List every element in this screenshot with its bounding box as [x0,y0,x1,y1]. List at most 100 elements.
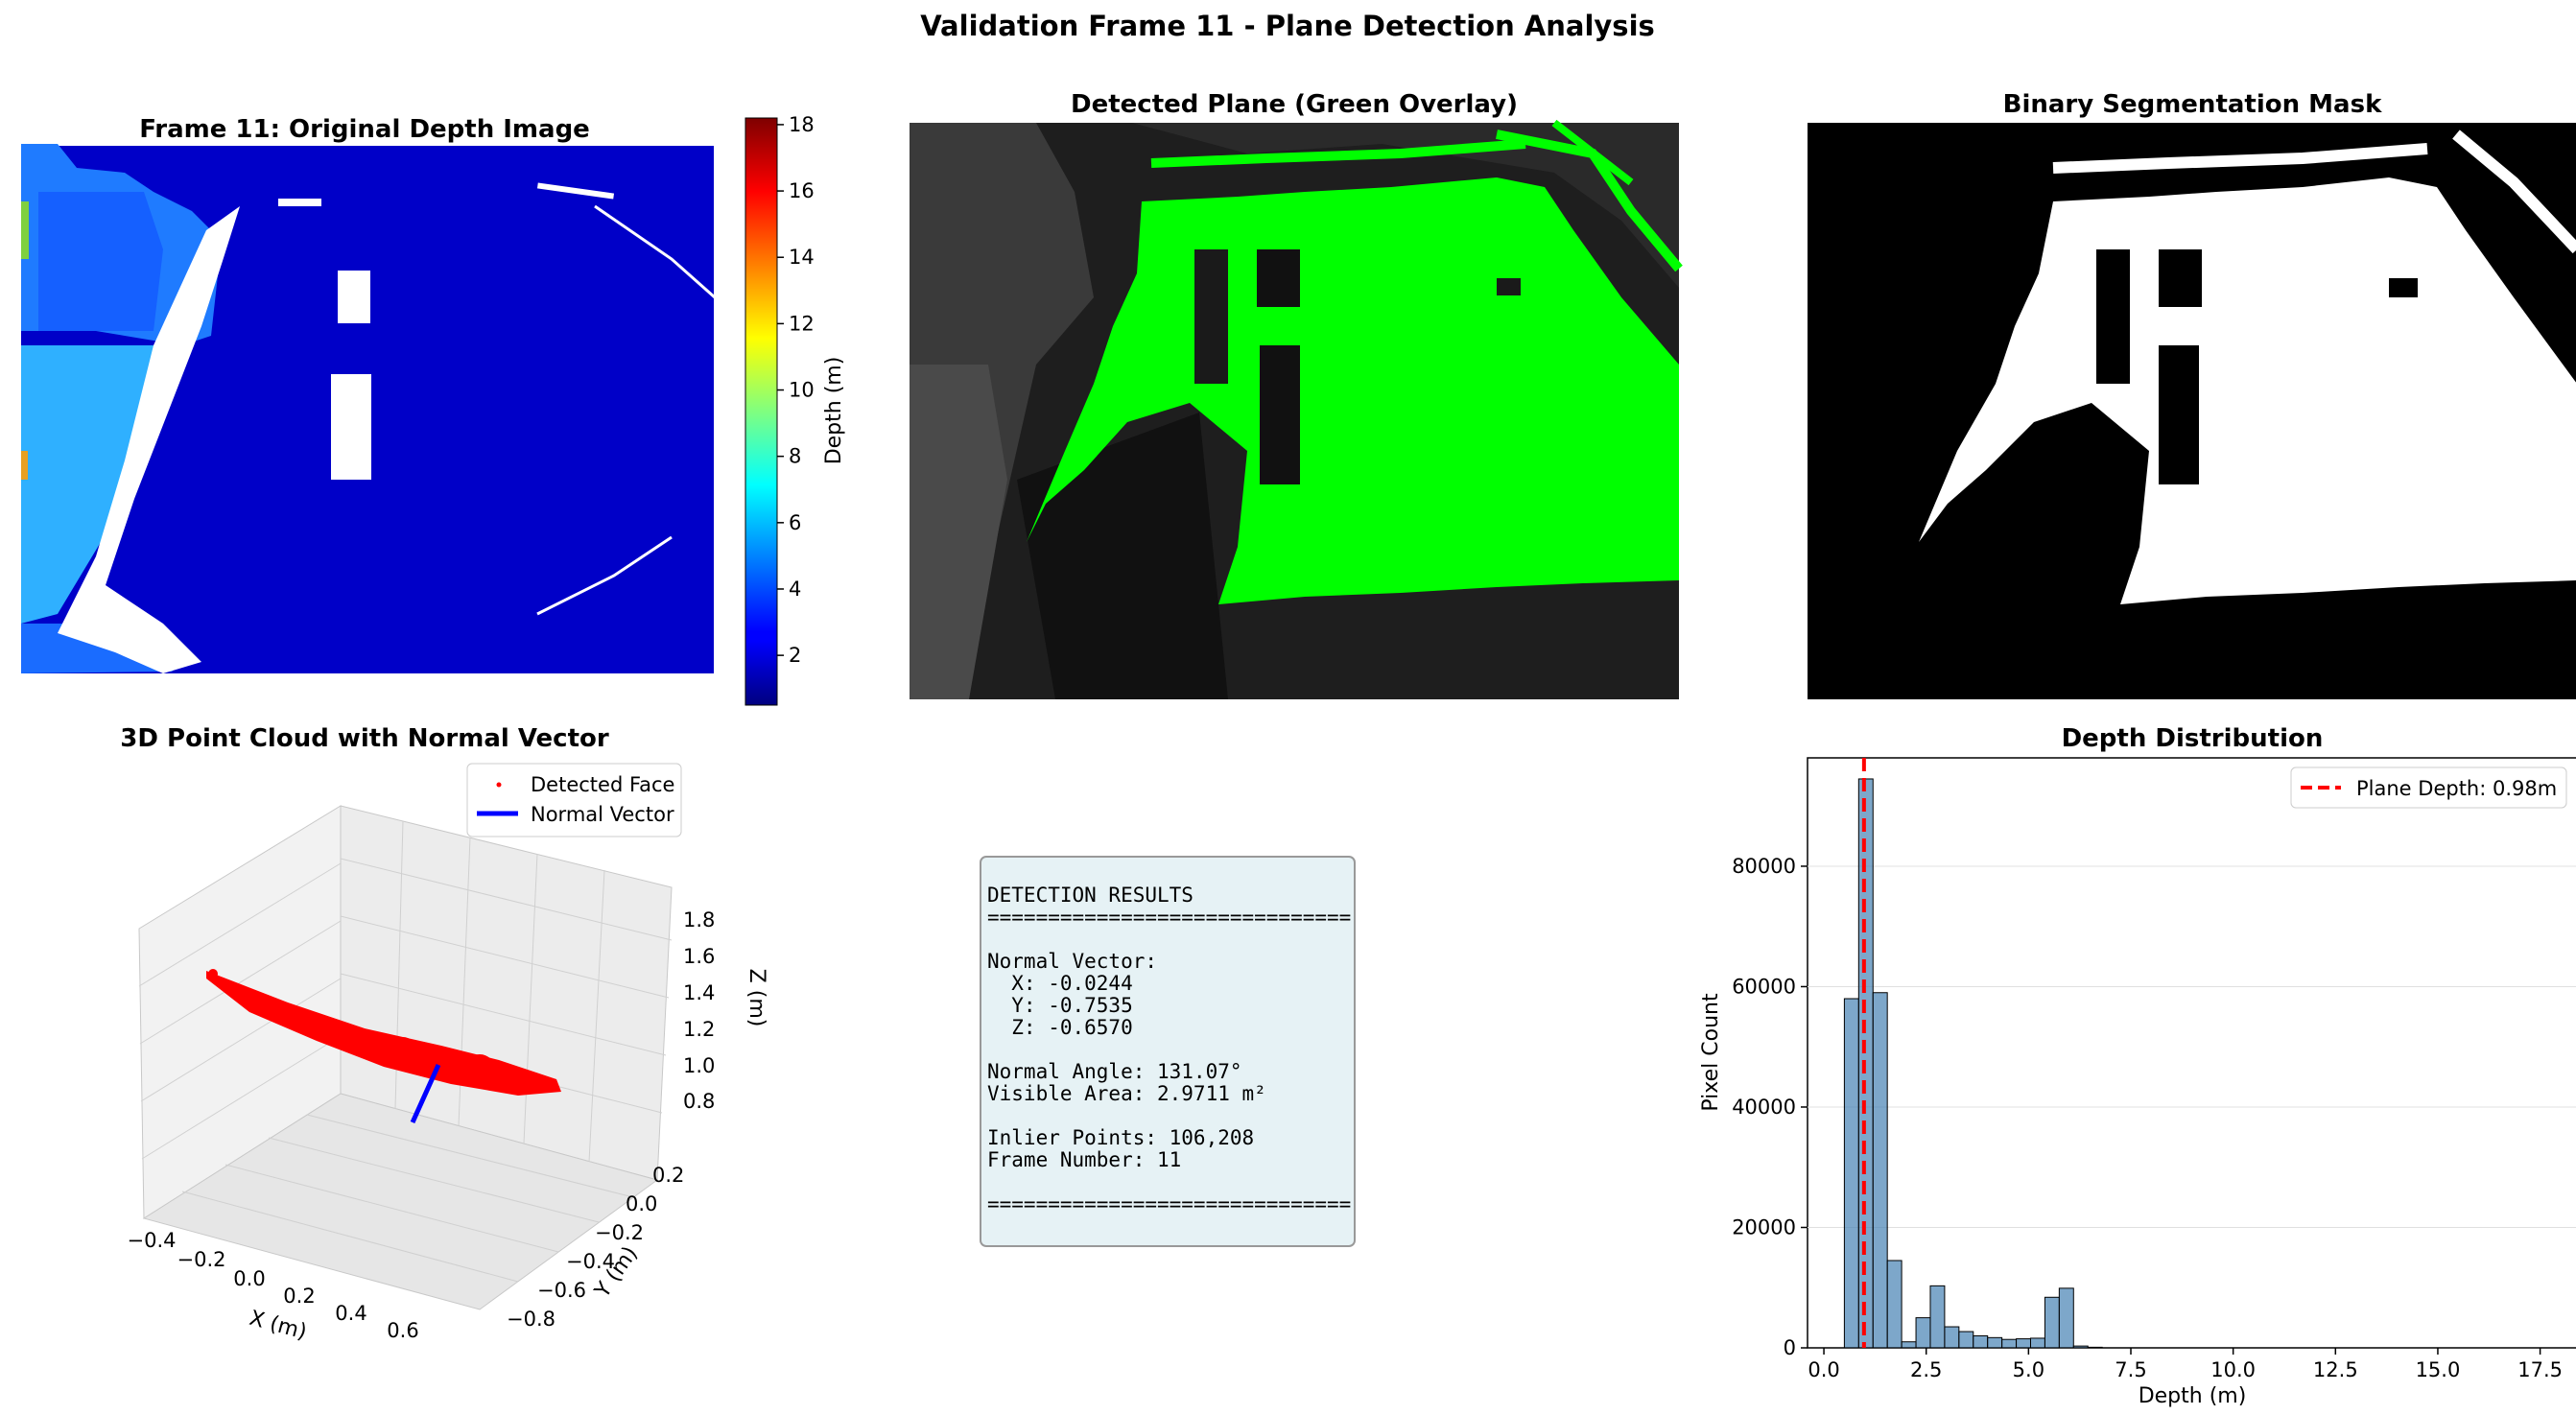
x-tick-label: 12.5 [2313,1358,2358,1381]
histogram-y-ticks: 0 20000 40000 60000 80000 [1732,855,1808,1359]
colorbar-label: Depth (m) [822,357,846,465]
results-line: ============================== [987,1192,1351,1215]
svg-text:1.8: 1.8 [683,908,715,932]
depth-colorbar [744,117,778,706]
results-line: Z: -0.6570 [987,1016,1133,1039]
colorbar-tick-label: 12 [789,312,815,335]
svg-text:−0.2: −0.2 [595,1221,644,1244]
results-line: Inlier Points: 106,208 [987,1126,1254,1149]
depth-image [21,144,716,673]
z-axis-ticks: 1.8 1.6 1.4 1.2 1.0 0.8 [683,908,715,1113]
results-line: Frame Number: 11 [987,1148,1181,1171]
histogram-bar [1915,1317,1931,1349]
histogram-x-ticks: 0.0 2.5 5.0 7.5 10.0 12.5 15.0 17.5 [1808,1348,2563,1381]
colorbar-tick-label: 16 [789,179,815,202]
histogram-legend: Plane Depth: 0.98m [2290,766,2567,809]
histogram-title: Depth Distribution [2062,724,2324,753]
results-line: Y: -0.7535 [987,994,1133,1017]
x-tick-label: 2.5 [1910,1358,1942,1381]
x-tick-label: 17.5 [2517,1358,2563,1381]
x-tick-label: 5.0 [2013,1358,2044,1381]
svg-text:0.6: 0.6 [387,1319,418,1342]
colorbar-tick-label: 8 [789,445,801,468]
mask-image [1808,123,2576,699]
mask-title: Binary Segmentation Mask [2003,90,2382,119]
histogram-bar [1987,1336,2003,1349]
histogram-bar [2072,1345,2089,1349]
point-cloud-axes: −0.4 −0.2 0.0 0.2 0.4 0.6 X (m) 0.2 0.0 … [128,805,768,1345]
histogram-bar [1886,1260,1902,1349]
colorbar-tick-label: 10 [789,379,815,402]
point-cloud-panel: 3D Point Cloud with Normal Vector [120,724,768,1345]
svg-text:0.4: 0.4 [335,1302,366,1325]
histogram-bar [1901,1341,1917,1349]
svg-text:1.6: 1.6 [683,945,715,968]
results-line: Visible Area: 2.9711 m² [987,1082,1266,1105]
histogram-axes [1807,757,2576,1349]
y-tick-label: 20000 [1732,1215,1796,1238]
histogram-bar [1929,1285,1946,1349]
svg-text:−0.2: −0.2 [177,1248,226,1271]
histogram-bar [1958,1331,1974,1349]
colorbar-tick-label: 6 [789,511,801,534]
depth-image-title: Frame 11: Original Depth Image [139,115,590,144]
svg-text:−0.4: −0.4 [128,1229,177,1252]
histogram-bar [2001,1338,2018,1349]
results-text: DETECTION RESULTS=======================… [987,884,1351,1215]
results-line: DETECTION RESULTS [987,884,1193,907]
svg-text:0.8: 0.8 [683,1090,715,1113]
svg-text:−0.8: −0.8 [507,1308,555,1331]
histogram-bar [1872,992,1888,1349]
svg-text:0.0: 0.0 [233,1267,265,1290]
results-line: Normal Vector: [987,950,1157,973]
overlay-image [910,119,1683,699]
histogram-bar [1973,1334,1989,1349]
y-tick-label: 80000 [1732,855,1796,878]
histogram-y-label: Pixel Count [1699,993,1723,1112]
histogram-bar [1843,998,1859,1349]
histogram-grid [1808,865,2576,1228]
y-tick-label: 60000 [1732,975,1796,998]
y-tick-label: 40000 [1732,1096,1796,1119]
mask-panel: Binary Segmentation Mask [1808,90,2576,699]
colorbar-tick-label: 14 [789,246,815,269]
colorbar-tick-label: 18 [789,113,815,136]
depth-image-panel: Frame 11: Original Depth Image 2 4 6 8 10 12 1… [21,113,846,706]
y-axis-ticks: 0.2 0.0 −0.2 −0.4 −0.6 −0.8 [507,1164,684,1331]
histogram-bar [2029,1337,2045,1349]
x-tick-label: 10.0 [2210,1358,2256,1381]
svg-text:−0.4: −0.4 [566,1250,615,1273]
results-line: Normal Angle: 131.07° [987,1060,1242,1083]
detected-face-marker [496,782,502,788]
svg-text:1.0: 1.0 [683,1054,715,1077]
x-tick-label: 15.0 [2416,1358,2461,1381]
point-cloud-legend: Detected Face Normal Vector [466,763,682,837]
z-axis-label: Z (m) [744,969,768,1027]
x-tick-label: 0.0 [1808,1358,1839,1381]
overlay-panel: Detected Plane (Green Overlay) [910,90,1683,699]
svg-text:−0.6: −0.6 [537,1279,586,1302]
x-axis-ticks: −0.4 −0.2 0.0 0.2 0.4 0.6 [128,1229,419,1342]
svg-text:0.2: 0.2 [652,1164,684,1187]
histogram-bar [1944,1326,1960,1349]
legend-detected-face: Detected Face [531,773,674,796]
colorbar-tick-label: 4 [789,578,801,601]
x-axis-label: X (m) [247,1307,309,1345]
colorbar-tick-label: 2 [789,644,801,667]
results-line: ============================== [987,906,1351,929]
histogram-bar [2016,1338,2031,1349]
svg-text:1.2: 1.2 [683,1018,715,1041]
results-panel: DETECTION RESULTS=======================… [980,856,1356,1247]
legend-plane-depth: Plane Depth: 0.98m [2356,777,2557,800]
histogram-bar [2058,1287,2074,1349]
histogram-bar [2044,1296,2060,1349]
point-cloud-title: 3D Point Cloud with Normal Vector [120,724,609,753]
svg-text:0.2: 0.2 [283,1285,315,1308]
results-line: X: -0.0244 [987,972,1133,995]
colorbar-ticks: 2 4 6 8 10 12 14 16 18 [777,113,815,667]
histogram-panel: Depth Distribution 0.0 2.5 5.0 7.5 10.0 12.5 1… [1699,724,2576,1408]
legend-normal-vector: Normal Vector [531,803,674,826]
x-tick-label: 7.5 [2115,1358,2146,1381]
histogram-x-label: Depth (m) [2139,1384,2247,1408]
